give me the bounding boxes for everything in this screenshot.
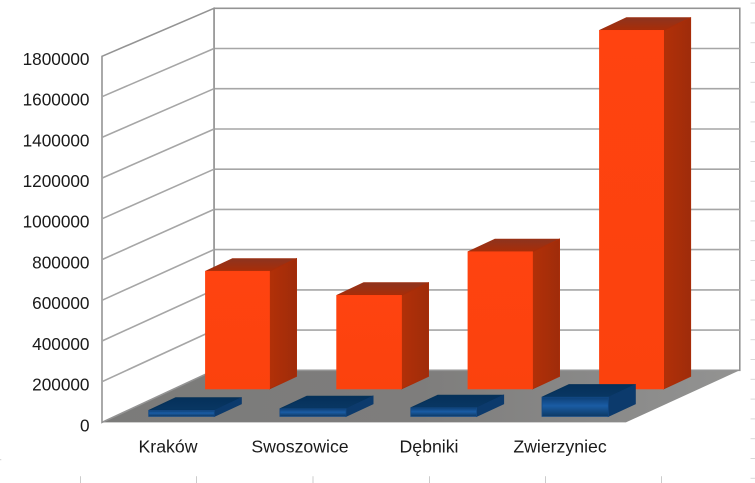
svg-text:1000000: 1000000 bbox=[23, 212, 90, 232]
svg-text:1600000: 1600000 bbox=[23, 90, 90, 110]
svg-text:0: 0 bbox=[80, 415, 90, 435]
svg-text:Kraków: Kraków bbox=[139, 437, 198, 457]
svg-text:400000: 400000 bbox=[32, 334, 89, 354]
svg-text:Swoszowice: Swoszowice bbox=[251, 437, 348, 457]
svg-text:1400000: 1400000 bbox=[23, 130, 90, 150]
svg-text:1800000: 1800000 bbox=[23, 49, 90, 69]
svg-text:1200000: 1200000 bbox=[23, 171, 90, 191]
svg-text:200000: 200000 bbox=[32, 375, 89, 395]
svg-text:600000: 600000 bbox=[32, 293, 89, 313]
svg-text:Zwierzyniec: Zwierzyniec bbox=[513, 437, 607, 457]
svg-text:800000: 800000 bbox=[32, 253, 89, 273]
svg-text:Dębniki: Dębniki bbox=[400, 437, 459, 457]
